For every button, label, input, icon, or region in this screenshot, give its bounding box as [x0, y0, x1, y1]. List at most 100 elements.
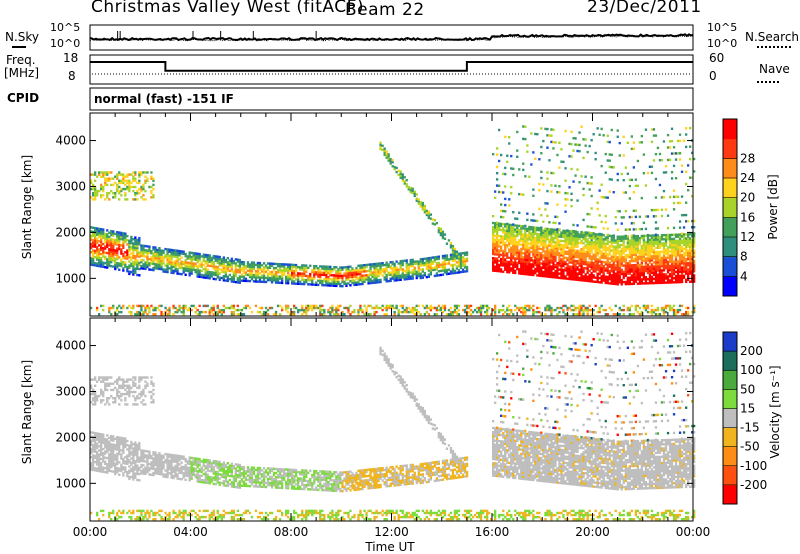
data-cell: [278, 269, 282, 272]
data-cell: [606, 257, 609, 260]
data-cell: [256, 280, 260, 283]
data-cell: [194, 310, 197, 314]
data-cell: [556, 228, 559, 231]
data-cell: [182, 252, 185, 255]
data-cell: [586, 271, 589, 274]
data-cell: [560, 250, 563, 253]
data-cell: [638, 263, 641, 267]
data-cell: [642, 267, 645, 271]
data-cell: [285, 263, 288, 266]
data-cell: [642, 282, 645, 285]
data-cell: [524, 306, 527, 310]
data-cell: [650, 281, 654, 285]
data-cell: [389, 162, 392, 165]
data-cell: [640, 236, 643, 240]
data-cell: [560, 276, 563, 280]
data-cell: [206, 270, 209, 273]
data-cell: [274, 266, 278, 270]
data-cell: [594, 239, 597, 242]
data-cell: [112, 248, 115, 252]
data-cell: [455, 271, 459, 274]
data-cell: [395, 272, 398, 276]
data-cell: [112, 242, 115, 246]
data-cell: [586, 150, 589, 154]
data-cell: [604, 171, 607, 174]
data-cell: [500, 241, 503, 244]
data-cell: [190, 262, 193, 265]
data-cell: [305, 274, 308, 278]
data-cell: [556, 266, 559, 269]
data-cell: [602, 234, 605, 237]
data-cell: [592, 255, 595, 258]
data-cell: [252, 273, 256, 277]
data-cell: [108, 306, 111, 310]
data-cell: [664, 238, 668, 241]
data-cell: [522, 252, 525, 255]
data-cell: [389, 273, 392, 276]
data-cell: [610, 153, 613, 156]
data-cell: [122, 252, 125, 256]
data-cell: [678, 201, 682, 205]
data-cell: [512, 267, 515, 270]
data-cell: [630, 222, 633, 225]
data-cell: [512, 248, 515, 252]
data-cell: [455, 267, 459, 270]
data-cell: [112, 250, 115, 254]
data-cell: [403, 259, 406, 262]
data-cell: [590, 276, 593, 279]
data-cell: [592, 245, 595, 248]
data-cell: [461, 252, 465, 255]
data-cell: [409, 310, 412, 314]
data-cell: [132, 238, 135, 241]
data-cell: [576, 235, 579, 238]
data-cell: [156, 248, 159, 252]
data-cell: [588, 253, 591, 256]
data-cell: [664, 236, 668, 239]
data-cell: [494, 248, 497, 252]
data-cell: [580, 268, 583, 272]
data-cell: [347, 274, 350, 277]
data-cell: [572, 234, 575, 238]
data-cell: [642, 249, 645, 252]
data-cell: [224, 265, 227, 268]
data-cell: [648, 257, 652, 260]
data-cell: [590, 236, 593, 240]
data-cell: [598, 256, 601, 259]
data-cell: [598, 239, 601, 243]
data-cell: [518, 249, 521, 252]
data-cell: [584, 263, 587, 266]
data-cell: [532, 213, 535, 216]
data-cell: [502, 254, 505, 257]
data-cell: [526, 262, 529, 266]
data-cell: [479, 310, 483, 314]
data-cell: [190, 257, 193, 261]
data-cell: [498, 251, 501, 254]
data-cell: [540, 256, 543, 259]
data-cell: [198, 269, 201, 272]
data-cell: [618, 266, 621, 269]
data-cell: [622, 274, 625, 278]
data-cell: [469, 313, 473, 316]
data-cell: [498, 224, 501, 227]
data-cell: [216, 265, 219, 269]
data-cell: [196, 269, 199, 272]
data-cell: [415, 260, 418, 263]
data-cell: [502, 249, 505, 253]
data-cell: [415, 197, 418, 200]
data-cell: [544, 235, 547, 239]
data-cell: [570, 229, 573, 233]
data-cell: [116, 308, 119, 312]
data-cell: [393, 268, 396, 272]
data-cell: [337, 270, 340, 273]
data-cell: [461, 268, 465, 271]
data-cell: [250, 267, 254, 270]
data-cell: [656, 252, 660, 256]
data-cell: [230, 310, 233, 314]
data-cell: [134, 244, 137, 247]
data-cell: [644, 267, 648, 271]
data-cell: [425, 310, 428, 314]
data-cell: [506, 270, 509, 274]
data-cell: [144, 198, 147, 201]
data-cell: [293, 272, 296, 275]
data-cell: [532, 308, 535, 312]
